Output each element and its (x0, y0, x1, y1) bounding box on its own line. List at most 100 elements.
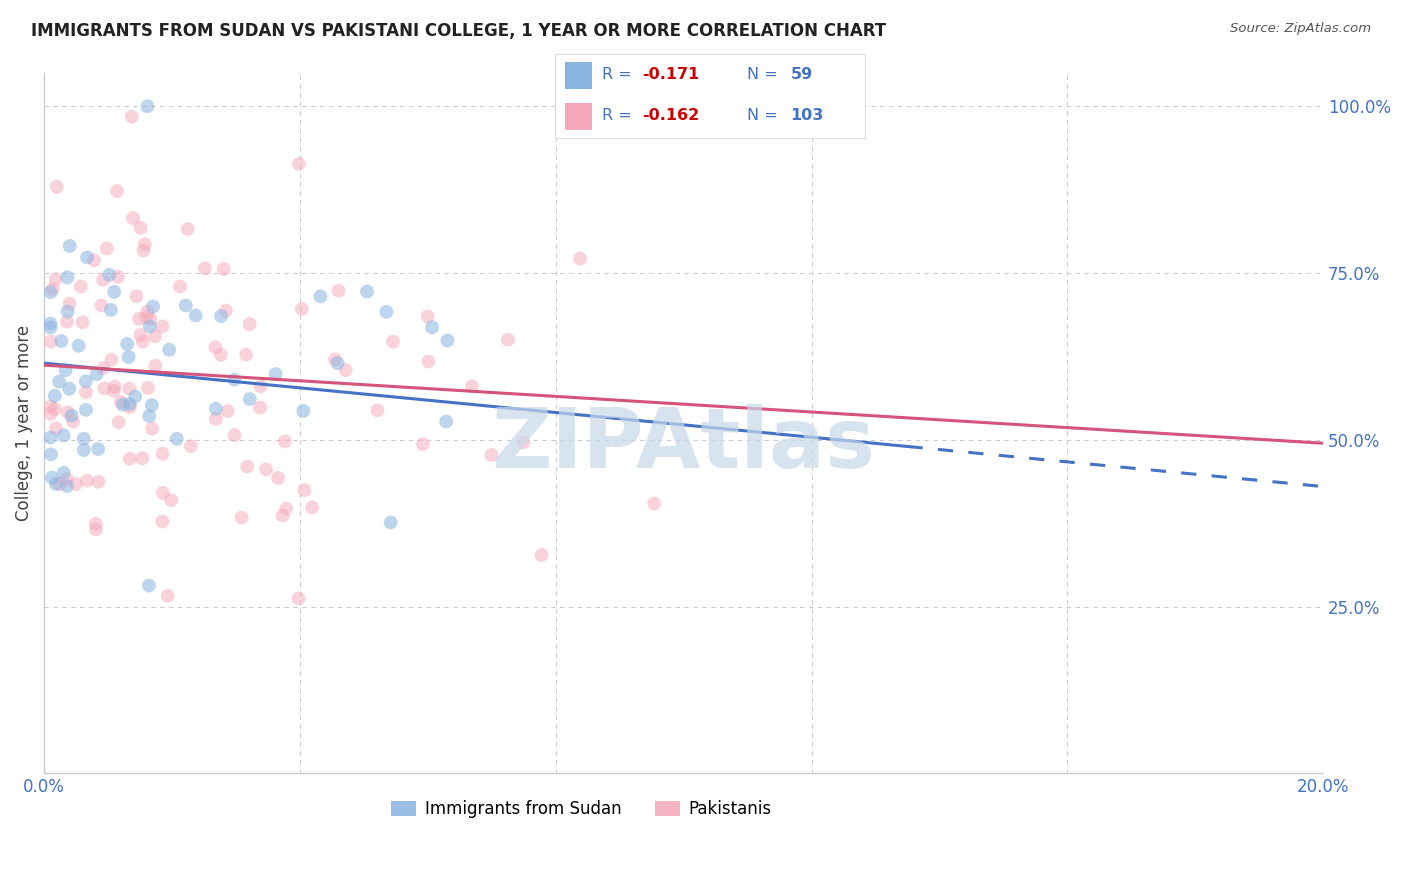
Point (59, 239, 82, 253)
Point (135, 310, 157, 325)
Point (136, 381, 159, 395)
Point (84, 516, 107, 531)
Point (382, 334, 405, 349)
Point (174, 298, 197, 312)
Point (180, 439, 202, 453)
Point (98, 268, 121, 282)
Point (136, 304, 159, 318)
Point (366, 403, 388, 417)
Point (76, 251, 98, 265)
Point (143, 359, 166, 373)
Point (56, 405, 79, 419)
Point (309, 289, 332, 303)
Point (276, 501, 298, 516)
Point (118, 400, 141, 414)
Point (380, 516, 402, 530)
Point (75, 374, 97, 388)
Point (87, 475, 110, 489)
Text: Source: ZipAtlas.com: Source: ZipAtlas.com (1230, 22, 1371, 36)
Point (328, 284, 350, 298)
Point (103, 285, 125, 299)
Point (239, 317, 262, 331)
Point (209, 348, 232, 362)
Point (39, 400, 62, 414)
Point (91, 361, 114, 376)
Point (72, 315, 94, 329)
Point (224, 372, 246, 386)
Bar (565, 62, 592, 89)
Point (152, 486, 174, 500)
Point (204, 340, 226, 354)
Point (481, 448, 503, 462)
Point (105, 184, 128, 198)
Point (267, 471, 290, 485)
Point (169, 279, 191, 293)
Point (52, 466, 75, 480)
Point (143, 329, 166, 343)
Point (138, 578, 160, 592)
Point (141, 422, 163, 436)
Point (83, 253, 105, 268)
Point (335, 363, 357, 377)
Point (274, 434, 297, 449)
Point (93, 381, 115, 395)
Point (39, 334, 62, 349)
Point (264, 367, 287, 381)
Point (86, 367, 108, 381)
Point (643, 496, 665, 510)
Point (129, 328, 152, 343)
Point (131, 451, 153, 466)
Point (124, 389, 146, 403)
Point (291, 301, 314, 316)
Point (436, 334, 458, 348)
Point (118, 382, 141, 396)
Point (156, 589, 179, 603)
Point (239, 392, 262, 406)
Point (45, 477, 67, 491)
Point (271, 508, 294, 523)
Point (326, 356, 349, 370)
Point (129, 220, 152, 235)
Point (56, 304, 79, 318)
Point (44, 402, 66, 417)
Point (418, 354, 440, 368)
Point (104, 379, 127, 393)
Point (141, 398, 163, 412)
Point (194, 261, 217, 276)
Point (138, 409, 160, 423)
Point (217, 404, 239, 418)
Point (157, 343, 180, 357)
Point (125, 289, 148, 303)
Point (416, 310, 439, 324)
Point (224, 428, 246, 442)
Point (215, 303, 238, 318)
Text: 103: 103 (790, 108, 824, 123)
Point (121, 110, 143, 124)
Point (100, 302, 122, 317)
Point (118, 397, 141, 411)
Point (58, 382, 80, 396)
Point (91, 273, 114, 287)
Point (249, 379, 271, 393)
Point (51, 334, 73, 348)
Point (39, 317, 62, 331)
Text: IMMIGRANTS FROM SUDAN VS PAKISTANI COLLEGE, 1 YEAR OR MORE CORRELATION CHART: IMMIGRANTS FROM SUDAN VS PAKISTANI COLLE… (31, 22, 886, 40)
Text: ZIPAtlas: ZIPAtlas (492, 404, 876, 484)
Point (55, 363, 77, 377)
Point (75, 385, 97, 400)
Point (58, 297, 80, 311)
Point (100, 352, 122, 367)
Point (87, 442, 110, 456)
Point (434, 414, 457, 428)
Point (39, 430, 62, 444)
Point (568, 252, 591, 266)
Point (136, 99, 159, 113)
Legend: Immigrants from Sudan, Pakistanis: Immigrants from Sudan, Pakistanis (385, 793, 778, 824)
Point (117, 350, 139, 364)
Point (45, 421, 67, 435)
Point (292, 404, 315, 418)
Point (530, 548, 553, 562)
Text: R =: R = (602, 108, 637, 123)
Point (56, 270, 79, 285)
Point (323, 352, 346, 367)
